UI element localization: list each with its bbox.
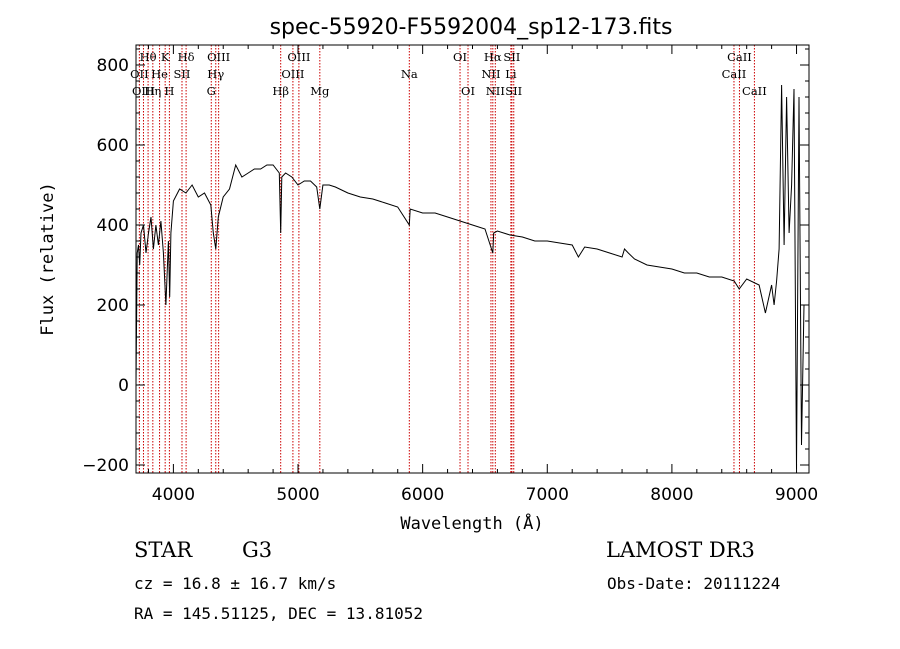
y-tick-label: 400	[97, 216, 129, 236]
x-axis-label: Wavelength (Å)	[400, 512, 543, 534]
line-label: He	[151, 67, 168, 81]
y-tick-label: −200	[82, 456, 129, 476]
object-class: STAR	[134, 538, 193, 562]
line-label: CaII	[727, 50, 752, 64]
x-tick-label: 8000	[650, 485, 693, 505]
y-axis-label: Flux (relative)	[38, 182, 58, 336]
line-label: Hβ	[272, 84, 289, 98]
line-label: NII	[486, 84, 505, 98]
line-label: CaII	[742, 84, 767, 98]
line-label: Hα	[484, 50, 502, 64]
line-label: OI	[461, 84, 475, 98]
redshift-velocity: cz = 16.8 ± 16.7 km/s	[134, 574, 337, 593]
line-label: OIII	[287, 50, 310, 64]
line-label: G	[207, 84, 216, 98]
x-tick-label: 5000	[276, 485, 319, 505]
line-label: OIII	[281, 67, 304, 81]
line-label: Mg	[310, 84, 330, 98]
survey-name: LAMOST DR3	[606, 538, 755, 562]
line-label: OII	[130, 67, 149, 81]
x-tick-label: 4000	[152, 485, 195, 505]
y-tick-label: 600	[97, 136, 129, 156]
spectrum-line	[135, 84, 805, 470]
line-label: Hγ	[207, 67, 224, 81]
line-label: SII	[505, 84, 522, 98]
line-label: OIII	[132, 84, 155, 98]
line-label: Hθ	[140, 50, 157, 64]
line-label: Hη	[144, 84, 161, 98]
chart-title: spec-55920-F5592004_sp12-173.fits	[270, 15, 673, 40]
line-label: OIII	[207, 50, 230, 64]
coordinates: RA = 145.51125, DEC = 13.81052	[134, 604, 423, 623]
line-label: NII	[481, 67, 500, 81]
observation-date: Obs-Date: 20111224	[607, 574, 781, 593]
x-tick-label: 6000	[401, 485, 444, 505]
line-label: K	[161, 50, 170, 64]
line-label: SII	[503, 50, 520, 64]
line-label: SII	[174, 67, 191, 81]
line-markers	[138, 45, 755, 473]
line-label: H	[164, 84, 174, 98]
y-tick-label: 0	[118, 376, 129, 396]
x-tick-label: 7000	[526, 485, 569, 505]
line-label: OI	[453, 50, 467, 64]
object-subclass: G3	[242, 538, 273, 562]
x-tick-label: 9000	[775, 485, 818, 505]
y-tick-label: 800	[97, 56, 129, 76]
line-label: Li	[505, 67, 517, 81]
plot-frame	[135, 44, 810, 474]
line-label: CaII	[722, 67, 747, 81]
line-label: Hδ	[178, 50, 195, 64]
axes: 4000 5000 6000 7000 8000 9000 −200 0 200 400 600 80…	[82, 45, 818, 505]
y-tick-label: 200	[97, 296, 129, 316]
line-label: Na	[401, 67, 418, 81]
